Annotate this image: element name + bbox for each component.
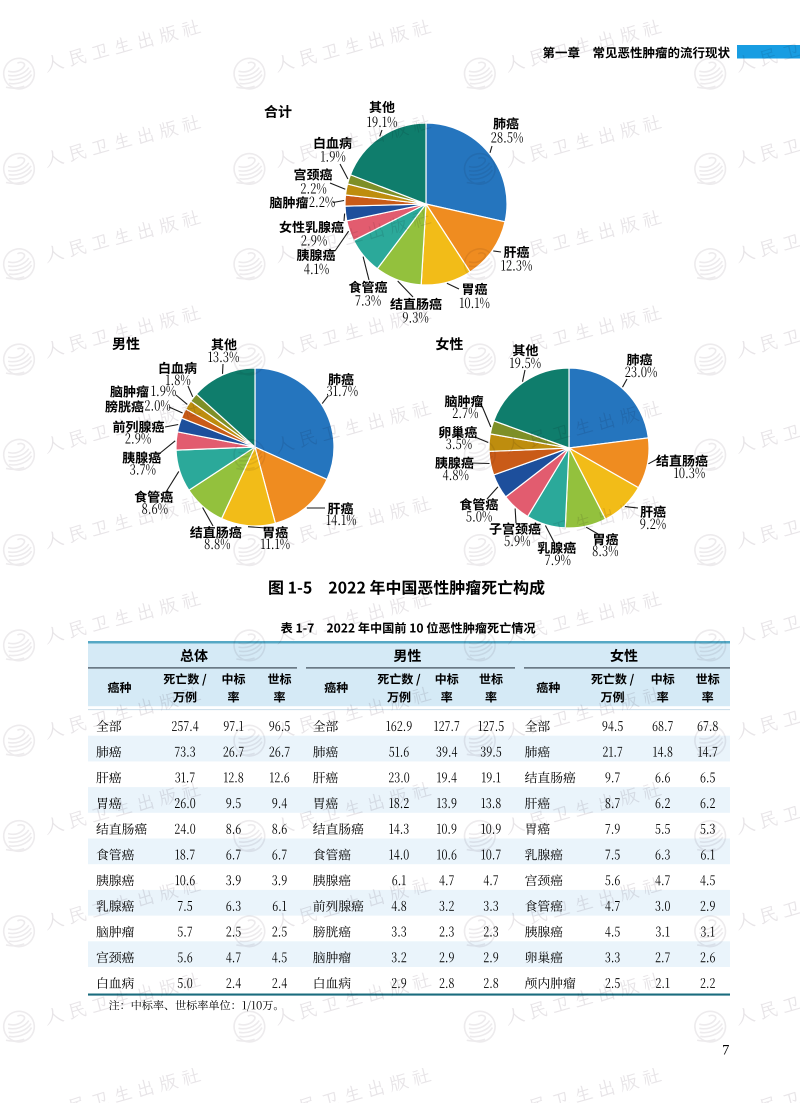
svg-text:7: 7 <box>722 1043 729 1059</box>
